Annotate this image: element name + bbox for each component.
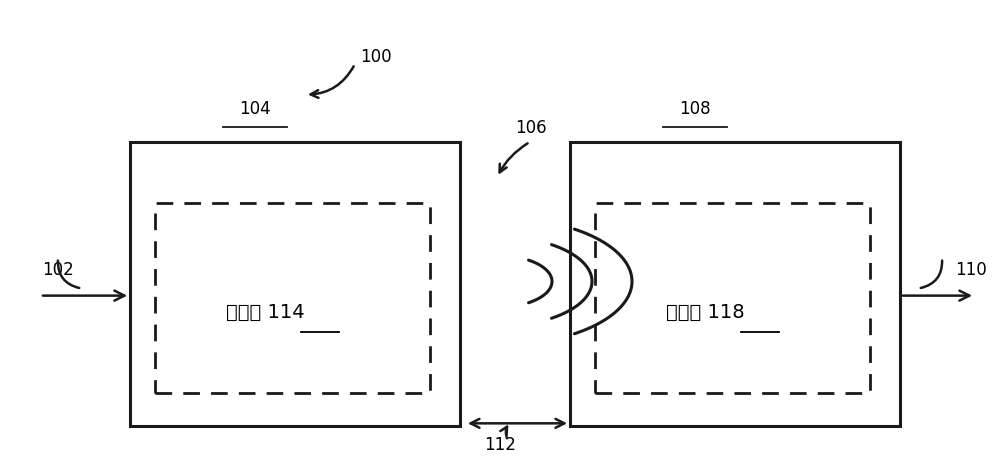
Bar	[570, 142, 900, 426]
Text: 100: 100	[360, 48, 392, 66]
Text: 106: 106	[515, 119, 547, 137]
Bar	[595, 203, 870, 393]
Text: 108: 108	[679, 100, 711, 118]
Text: 发射机 114: 发射机 114	[226, 303, 304, 322]
Bar	[130, 142, 460, 426]
Text: 102: 102	[42, 261, 74, 279]
Text: 接收机 118: 接收机 118	[666, 303, 744, 322]
Bar	[155, 203, 430, 393]
Text: 112: 112	[484, 436, 516, 454]
Text: 104: 104	[239, 100, 271, 118]
Text: 110: 110	[955, 261, 987, 279]
